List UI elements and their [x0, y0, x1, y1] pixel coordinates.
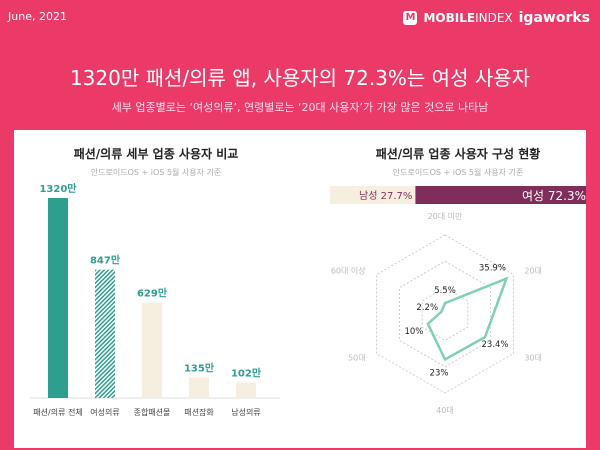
bar-value-label: 102만 — [231, 367, 262, 380]
female-share-label: 여성 72.3% — [522, 189, 586, 203]
bar-1 — [95, 269, 115, 398]
logo-brand: MOBILE — [423, 11, 476, 25]
bar-category-label: 종합패션몰 — [134, 407, 171, 417]
company-logo: igaworks — [518, 10, 590, 26]
bar-category-label: 남성의류 — [231, 407, 260, 417]
mobileindex-logo-icon: M — [403, 11, 418, 25]
bar-value-label: 629만 — [137, 287, 168, 300]
radar-grid-ring — [398, 260, 492, 368]
male-share-label: 남성 27.7% — [359, 190, 412, 202]
radar-value-label: 35.9% — [479, 264, 506, 274]
radar-chart-title: 패션/의류 업종 사용자 구성 현황 — [376, 146, 541, 161]
radar-axis-label: 40대 — [436, 406, 454, 415]
radar-chart-subtitle: 안드로이드OS + iOS 5월 사용자 기준 — [393, 167, 523, 177]
bar-3 — [189, 377, 209, 398]
female-share-bar — [415, 186, 586, 204]
logo-brand2: INDEX — [475, 11, 513, 25]
chart-card: 패션/의류 세부 업종 사용자 비교 안드로이드OS + iOS 5월 사용자 … — [14, 130, 586, 448]
radar-grid-ring — [376, 234, 514, 394]
bar-value-label: 135만 — [184, 362, 215, 375]
logo: M MOBILEINDEX igaworks — [403, 10, 590, 26]
bar-category-label: 패션잡화 — [184, 407, 214, 417]
date: June, 2021 — [8, 10, 67, 23]
bar-2 — [142, 302, 162, 398]
radar-axis-label: 60대 이상 — [331, 266, 366, 276]
radar-axis-label: 50대 — [348, 354, 366, 363]
radar-axis-label: 20대 — [524, 267, 542, 276]
bar-value-label: 1320만 — [39, 182, 77, 195]
bar-chart-subtitle: 안드로이드OS + iOS 5월 사용자 기준 — [91, 167, 221, 177]
radar-value-label: 23.4% — [482, 340, 509, 350]
radar-value-label: 5.5% — [434, 286, 456, 296]
radar-axis-label: 30대 — [524, 354, 542, 363]
radar-value-label: 2.2% — [416, 303, 438, 313]
bar-chart-title: 패션/의류 세부 업종 사용자 비교 — [74, 146, 239, 161]
charts-svg: 패션/의류 세부 업종 사용자 비교 안드로이드OS + iOS 5월 사용자 … — [30, 146, 586, 417]
bar-category-label: 패션/의류 전체 — [33, 407, 82, 417]
radar-value-label: 23% — [430, 368, 449, 378]
bar-category-label: 여성의류 — [90, 407, 119, 417]
male-share-bar — [330, 186, 416, 204]
bar-0 — [48, 198, 68, 398]
page-title: 1320만 패션/의류 앱, 사용자의 72.3%는 여성 사용자 — [69, 66, 531, 90]
page-subtitle: 세부 업종별로는 ‘여성의류’, 연령별로는 ‘20대 사용자’가 가장 많은 … — [111, 101, 489, 114]
bar-value-label: 847만 — [90, 254, 121, 267]
radar-value-label: 10% — [404, 327, 423, 337]
bar-4 — [236, 382, 256, 398]
radar-axis-label: 20대 미만 — [428, 212, 463, 221]
